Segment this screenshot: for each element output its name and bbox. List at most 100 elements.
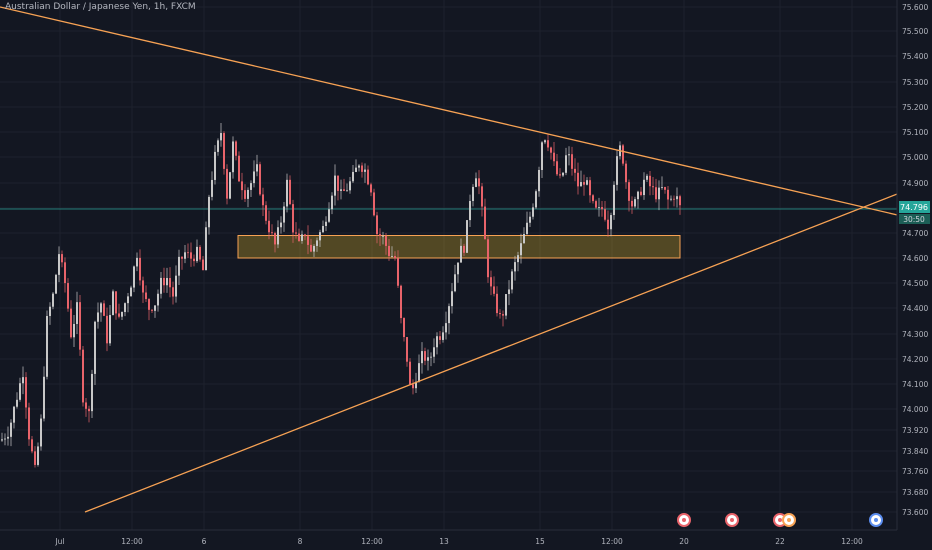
- candle-body: [568, 154, 570, 156]
- candle-body: [628, 182, 630, 201]
- candle-body: [430, 356, 432, 358]
- candle-body: [595, 201, 597, 208]
- candle-body: [244, 190, 246, 199]
- x-tick-label: 12:00: [841, 537, 863, 546]
- candle-body: [256, 164, 258, 172]
- candle-body: [226, 168, 228, 199]
- candle-body: [301, 234, 303, 241]
- candle-body: [355, 167, 357, 172]
- candle-body: [34, 451, 36, 465]
- candle-body: [25, 377, 27, 408]
- candle-body: [604, 209, 606, 220]
- price-axis[interactable]: 75.600 75.500 75.400 75.300 75.200 75.100 75.0…: [902, 3, 928, 517]
- candle-body: [640, 191, 642, 196]
- candle-body: [481, 186, 483, 207]
- y-tick-label: 74.700: [902, 229, 928, 238]
- candle-body: [262, 194, 264, 206]
- candle-body: [145, 292, 147, 300]
- candle-body: [241, 181, 243, 191]
- candle-body: [85, 402, 87, 409]
- candle-body: [592, 195, 594, 202]
- x-tick-label: 15: [535, 537, 545, 546]
- candle-body: [607, 219, 609, 230]
- candle-body: [460, 245, 462, 263]
- candle-body: [442, 332, 444, 340]
- candle-body: [325, 221, 327, 226]
- candle-body: [169, 278, 171, 288]
- candle-body: [391, 255, 393, 257]
- candle-body: [160, 277, 162, 294]
- y-tick-label: 75.200: [902, 103, 928, 112]
- candle-body: [427, 357, 429, 361]
- candle-body: [49, 306, 51, 317]
- candle-body: [199, 246, 201, 260]
- candle-body: [238, 155, 240, 182]
- candle-body: [193, 258, 195, 262]
- candle-body: [493, 286, 495, 294]
- candle-body: [412, 384, 414, 389]
- candle-body: [235, 141, 237, 156]
- candle-body: [487, 239, 489, 278]
- candle-body: [436, 336, 438, 348]
- candle-body: [175, 275, 177, 297]
- candle-body: [508, 289, 510, 295]
- y-tick-label: 74.400: [902, 304, 928, 313]
- candle-body: [13, 406, 15, 423]
- candle-body: [484, 206, 486, 240]
- candle-body: [376, 215, 378, 235]
- candle-body: [361, 165, 363, 172]
- x-tick-label: 20: [679, 537, 689, 546]
- candle-body: [157, 293, 159, 306]
- candle-body: [523, 234, 525, 244]
- candle-body: [589, 180, 591, 196]
- candle-body: [541, 142, 543, 170]
- event-markers[interactable]: [677, 513, 883, 527]
- y-tick-label: 75.300: [902, 78, 928, 87]
- y-tick-label: 74.100: [902, 380, 928, 389]
- candle-body: [94, 321, 96, 374]
- candles: [1, 122, 681, 468]
- candle-body: [7, 436, 9, 439]
- x-tick-label: 13: [439, 537, 449, 546]
- trendline-lower[interactable]: [84, 179, 932, 513]
- candle-body: [43, 376, 45, 419]
- candle-body: [73, 323, 75, 338]
- candle-body: [211, 179, 213, 197]
- candle-body: [19, 383, 21, 400]
- candle-body: [553, 152, 555, 162]
- candle-body: [214, 151, 216, 180]
- trendline-upper[interactable]: [0, 6, 932, 224]
- y-tick-label: 74.200: [902, 355, 928, 364]
- candle-body: [319, 232, 321, 241]
- candle-body: [334, 175, 336, 196]
- candle-body: [208, 196, 210, 228]
- candle-body: [10, 422, 12, 437]
- candle-body: [172, 287, 174, 297]
- candle-body: [196, 246, 198, 262]
- candle-body: [343, 189, 345, 191]
- candle-body: [406, 337, 408, 362]
- candle-body: [16, 399, 18, 407]
- candle-body: [70, 308, 72, 338]
- candle-body: [307, 236, 309, 245]
- time-axis[interactable]: Jul 12:00 6 8 12:00 13 15 12:00 20 22 12:00: [54, 537, 863, 546]
- candle-body: [112, 291, 114, 316]
- candle-body: [511, 271, 513, 290]
- candle-body: [115, 291, 117, 314]
- candle-body: [475, 178, 477, 187]
- candle-body: [328, 209, 330, 222]
- candle-body: [217, 140, 219, 152]
- candle-body: [448, 306, 450, 324]
- candle-body: [187, 252, 189, 254]
- candle-body: [526, 222, 528, 235]
- candle-body: [151, 309, 153, 311]
- candle-body: [259, 164, 261, 195]
- candle-body: [583, 182, 585, 185]
- candle-body: [643, 179, 645, 196]
- candle-body: [664, 187, 666, 190]
- trendlines: [0, 6, 932, 513]
- y-tick-label: 75.000: [902, 153, 928, 162]
- candle-body: [295, 232, 297, 234]
- candle-body: [496, 293, 498, 314]
